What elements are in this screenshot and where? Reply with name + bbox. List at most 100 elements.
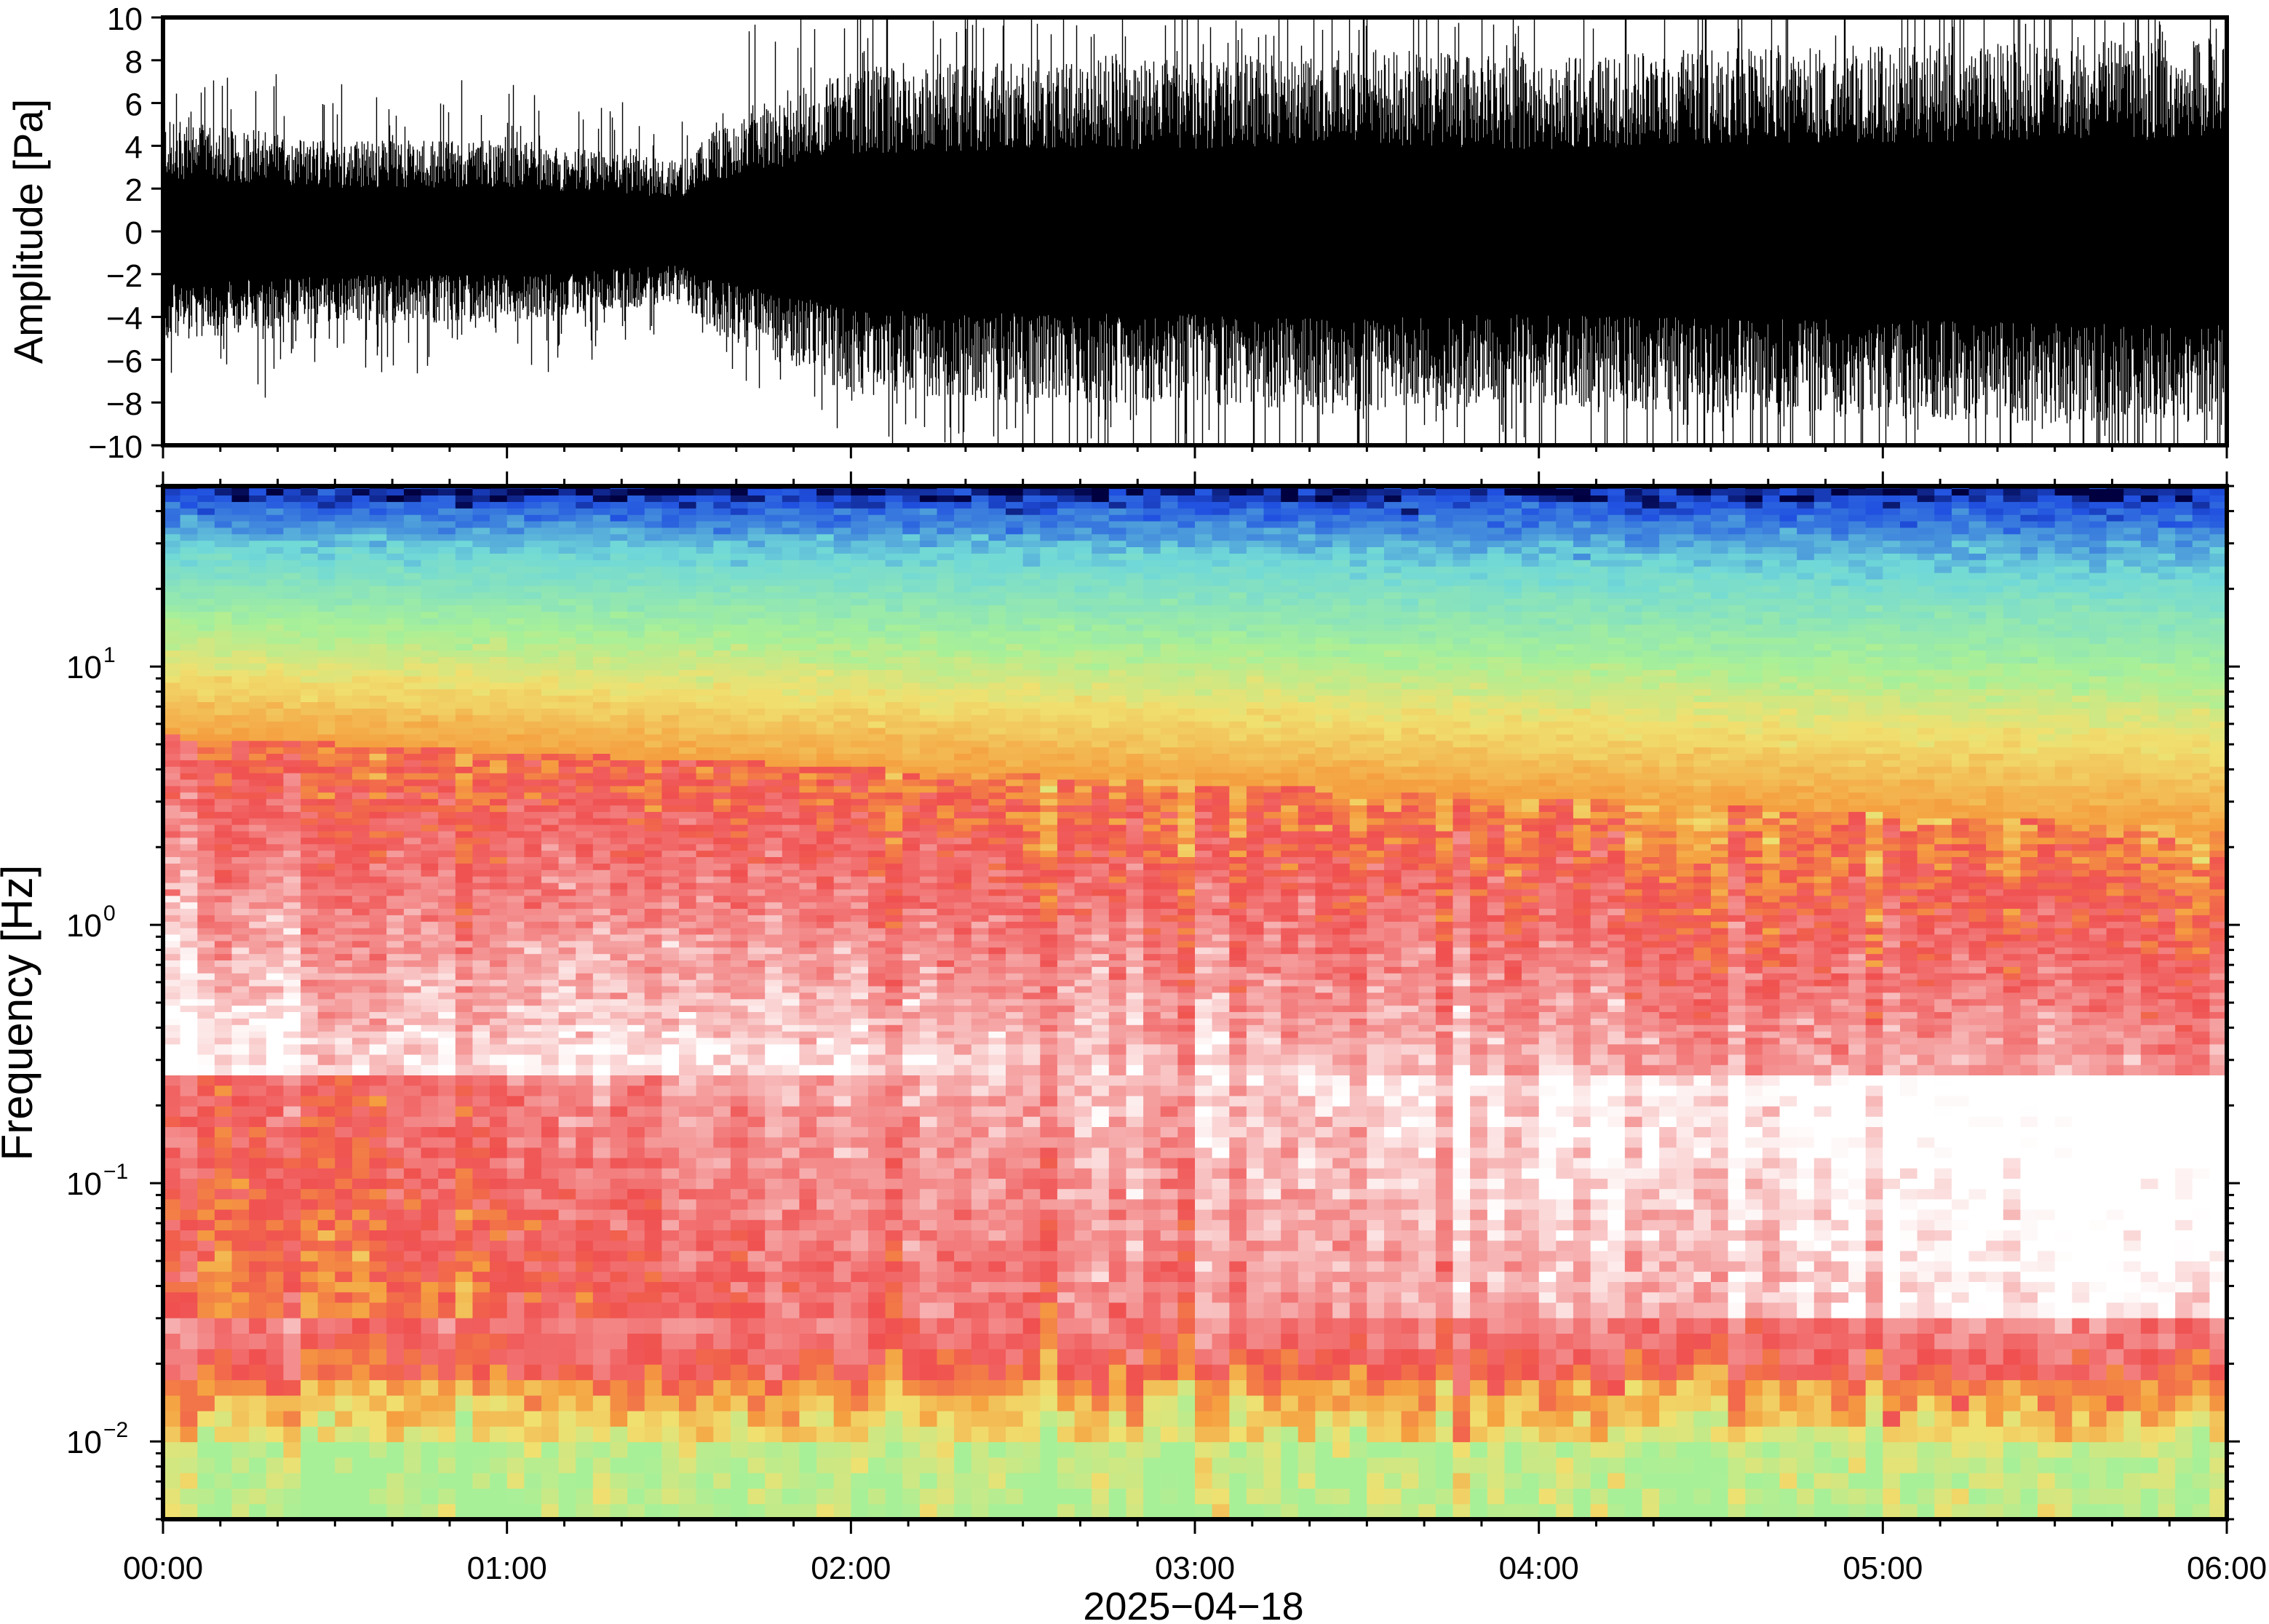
spectrogram-cell <box>713 605 731 612</box>
spectrogram-cell <box>661 811 680 819</box>
spectrogram-cell <box>352 830 370 838</box>
spectrogram-cell <box>266 1054 284 1065</box>
spectrogram-cell <box>558 863 576 870</box>
spectrogram-cell <box>730 733 749 741</box>
spectrogram-cell <box>214 856 233 864</box>
spectrogram-cell <box>782 566 800 573</box>
spectrogram-cell <box>197 520 215 528</box>
spectrogram-cell <box>713 798 731 805</box>
spectrogram-cell <box>352 1488 370 1505</box>
spectrogram-cell <box>730 773 749 780</box>
spectrogram-cell <box>696 985 714 993</box>
spectrogram-cell <box>627 708 645 715</box>
spectrogram-cell <box>421 688 439 696</box>
spectrogram-cell <box>335 624 353 632</box>
spectrogram-cell <box>352 960 370 967</box>
spectrogram-cell <box>472 798 490 805</box>
spectrogram-cell <box>592 760 611 767</box>
spectrogram-cell <box>816 1410 835 1427</box>
spectrogram-cell <box>799 1043 817 1055</box>
spectrogram-cell <box>592 1209 611 1220</box>
spectrogram-cell <box>696 553 714 560</box>
spectrogram-cell <box>661 1037 680 1045</box>
spectrogram-cell <box>592 1261 611 1272</box>
spectrogram-cell <box>214 637 233 645</box>
spectrogram-cell <box>438 966 456 974</box>
spectrogram-cell <box>403 488 422 495</box>
spectrogram-cell <box>816 1075 835 1086</box>
spectrogram-cell <box>472 1457 490 1473</box>
spectrogram-cell <box>506 850 525 857</box>
spectrogram-cell <box>249 514 267 522</box>
spectrogram-cell <box>799 1410 817 1427</box>
spectrogram-cell <box>386 1426 405 1443</box>
spectrogram-cell <box>661 1188 680 1200</box>
spectrogram-cell <box>747 624 766 632</box>
spectrogram-cell <box>472 1126 490 1138</box>
spectrogram-cell <box>541 682 560 690</box>
spectrogram-cell <box>455 766 473 773</box>
spectrogram-cell <box>386 585 405 593</box>
spectrogram-cell <box>438 527 456 535</box>
spectrogram-cell <box>506 637 525 645</box>
spectrogram-cell <box>197 947 215 955</box>
spectrogram-cell <box>541 940 560 948</box>
spectrogram-cell <box>592 701 611 709</box>
spectrogram-cell <box>765 921 783 928</box>
spectrogram-cell <box>765 1503 783 1519</box>
spectrogram-cell <box>679 1380 697 1396</box>
spectrogram-cell <box>266 1473 284 1489</box>
spectrogram-cell <box>592 985 611 993</box>
spectrogram-cell <box>661 1333 680 1350</box>
spectrogram-cell <box>679 650 697 657</box>
spectrogram-cell <box>301 540 319 547</box>
spectrogram-cell <box>679 766 697 773</box>
spectrogram-cell <box>266 953 284 960</box>
spectrogram-cell <box>369 1209 387 1220</box>
spectrogram-cell <box>661 688 680 696</box>
spectrogram-cell <box>506 837 525 845</box>
spectrogram-cell <box>386 992 405 1000</box>
spectrogram-cell <box>197 721 215 728</box>
spectrogram-cell <box>661 805 680 812</box>
spectrogram-cell <box>661 1441 680 1458</box>
spectrogram-cell <box>386 533 405 541</box>
spectrogram-cell <box>455 979 473 987</box>
spectrogram-cell <box>180 753 198 760</box>
spectrogram-cell <box>506 533 525 541</box>
spectrogram-cell <box>782 1037 800 1045</box>
spectrogram-cell <box>610 1126 628 1138</box>
spectrogram-cell <box>644 1106 662 1117</box>
spectrogram-cell <box>455 863 473 870</box>
spectrogram-cell <box>403 508 422 515</box>
spectrogram-cell <box>438 1333 456 1350</box>
spectrogram-cell <box>506 901 525 909</box>
spectrogram-cell <box>627 1037 645 1045</box>
spectrogram-cell <box>524 1018 542 1025</box>
spectrogram-cell <box>610 856 628 864</box>
spectrogram-cell <box>403 753 422 760</box>
spectrogram-cell <box>317 578 335 586</box>
spectrogram-cell <box>403 850 422 857</box>
spectrogram-cell <box>490 934 508 942</box>
spectrogram-cell <box>352 843 370 851</box>
spectrogram-cell <box>592 585 611 593</box>
spectrogram-cell <box>644 715 662 722</box>
spectrogram-cell <box>730 1426 749 1443</box>
spectrogram-cell <box>317 1410 335 1427</box>
spectrogram-cell <box>765 1230 783 1241</box>
spectrogram-cell <box>403 1137 422 1148</box>
spectrogram-cell <box>610 876 628 883</box>
spectrogram-cell <box>163 1291 181 1303</box>
spectrogram-cell <box>541 1043 560 1055</box>
spectrogram-cell <box>317 630 335 638</box>
spectrogram-cell <box>472 843 490 851</box>
spectrogram-cell <box>317 1037 335 1045</box>
spectrogram-cell <box>214 818 233 825</box>
spectrogram-cell <box>455 966 473 974</box>
spectrogram-cell <box>455 1473 473 1489</box>
spectrogram-cell <box>506 598 525 605</box>
spectrogram-cell <box>214 733 233 741</box>
spectrogram-cell <box>283 637 301 645</box>
spectrogram-cell <box>730 901 749 909</box>
